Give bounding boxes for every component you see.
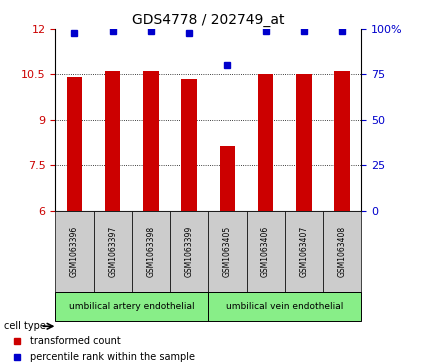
- Bar: [296, 74, 312, 211]
- Text: GSM1063399: GSM1063399: [184, 226, 194, 277]
- Bar: [143, 71, 159, 211]
- Bar: [323, 211, 361, 292]
- Bar: [94, 211, 132, 292]
- Bar: [55, 211, 94, 292]
- Bar: [208, 292, 361, 321]
- Text: GSM1063397: GSM1063397: [108, 226, 117, 277]
- Bar: [246, 211, 285, 292]
- Bar: [285, 211, 323, 292]
- Text: umbilical artery endothelial: umbilical artery endothelial: [69, 302, 195, 311]
- Bar: [258, 74, 273, 211]
- Bar: [67, 77, 82, 211]
- Text: GSM1063396: GSM1063396: [70, 226, 79, 277]
- Bar: [105, 71, 120, 211]
- Text: GSM1063405: GSM1063405: [223, 226, 232, 277]
- Bar: [170, 211, 208, 292]
- Text: GSM1063406: GSM1063406: [261, 226, 270, 277]
- Text: umbilical vein endothelial: umbilical vein endothelial: [226, 302, 343, 311]
- Title: GDS4778 / 202749_at: GDS4778 / 202749_at: [132, 13, 284, 26]
- Text: GSM1063408: GSM1063408: [337, 226, 347, 277]
- Text: transformed count: transformed count: [30, 336, 121, 346]
- Bar: [181, 79, 197, 211]
- Text: percentile rank within the sample: percentile rank within the sample: [30, 352, 195, 362]
- Bar: [220, 146, 235, 211]
- Bar: [334, 71, 350, 211]
- Bar: [55, 292, 208, 321]
- Bar: [208, 211, 246, 292]
- Text: GSM1063407: GSM1063407: [299, 226, 309, 277]
- Bar: [132, 211, 170, 292]
- Text: cell type: cell type: [4, 321, 46, 331]
- Text: GSM1063398: GSM1063398: [146, 226, 156, 277]
